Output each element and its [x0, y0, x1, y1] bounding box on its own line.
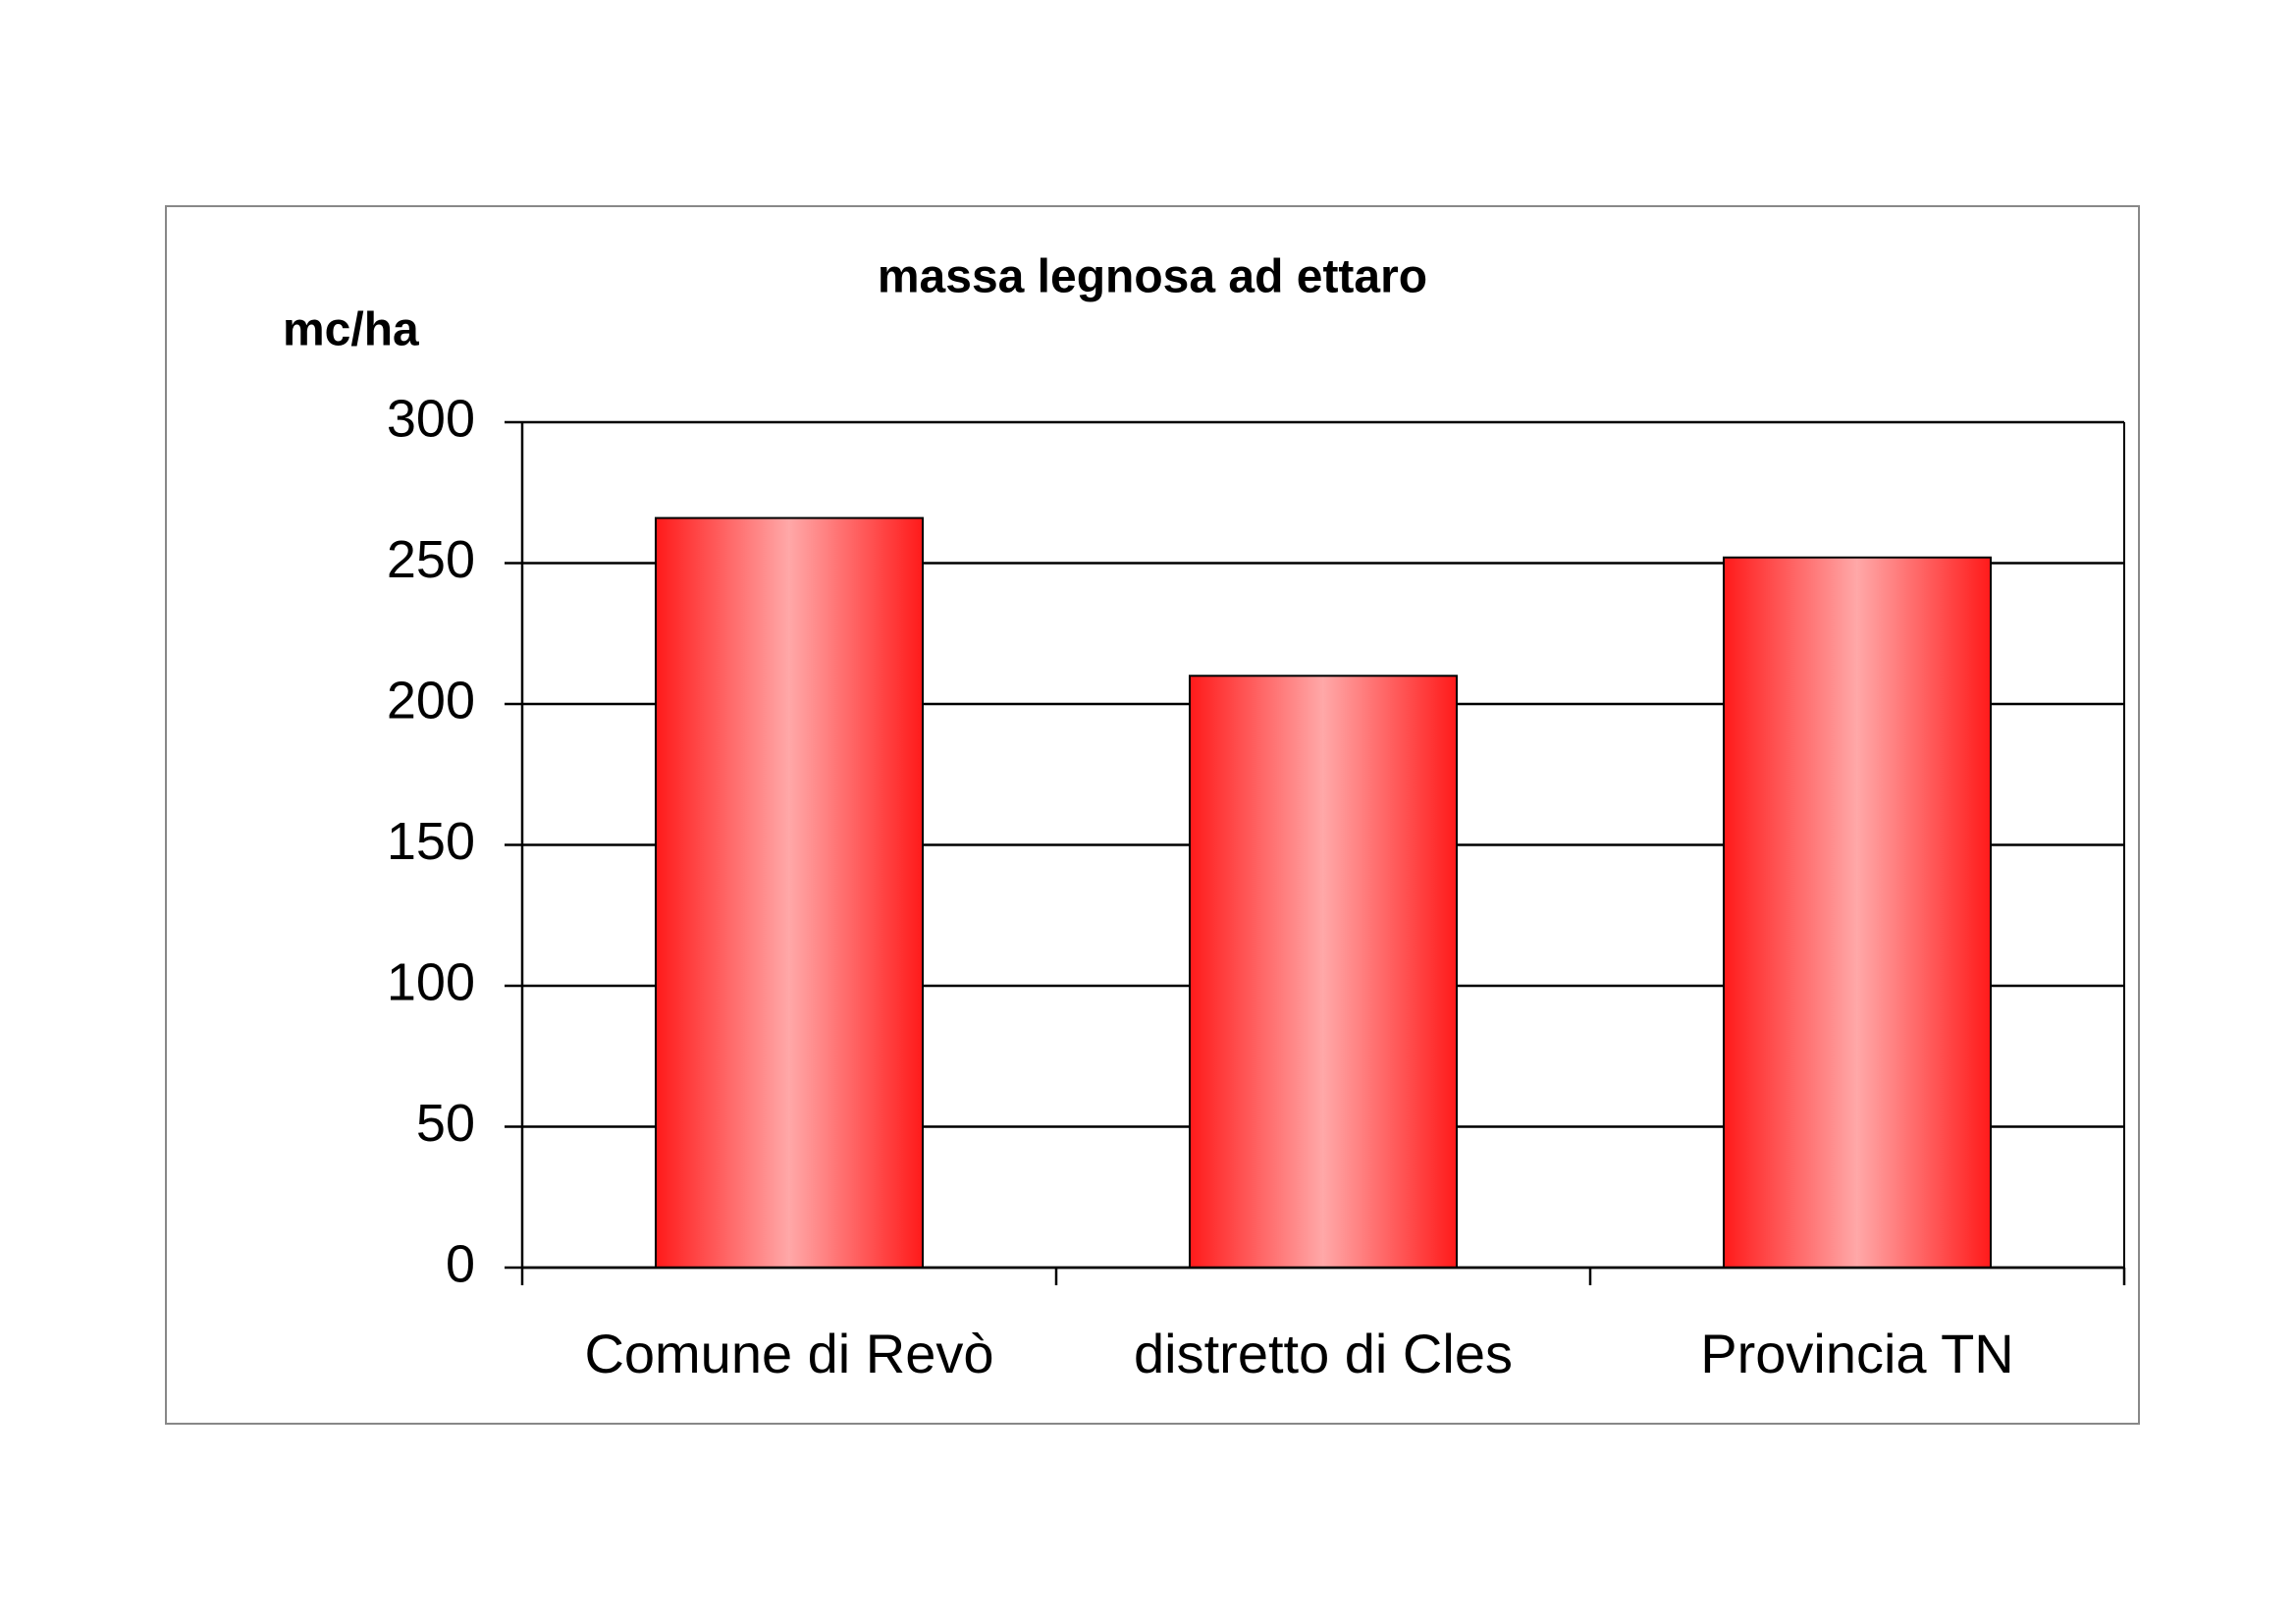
bar — [1189, 675, 1458, 1269]
y-tick-label: 150 — [387, 812, 475, 871]
y-axis-label: mc/ha — [283, 304, 419, 356]
x-tick-label: Comune di Revò — [584, 1323, 993, 1384]
chart-title: massa legnosa ad ettaro — [878, 251, 1427, 303]
y-tick-label: 100 — [387, 952, 475, 1011]
y-tick-label: 250 — [387, 530, 475, 589]
bar — [655, 516, 924, 1269]
x-tick-label: distretto di Cles — [1134, 1323, 1513, 1384]
bar — [1723, 556, 1992, 1269]
y-tick-label: 200 — [387, 671, 475, 730]
x-tick-label: Provincia TN — [1700, 1323, 2014, 1384]
y-tick-label: 0 — [446, 1234, 475, 1293]
y-tick-label: 50 — [416, 1094, 475, 1153]
y-tick-label: 300 — [387, 389, 475, 448]
